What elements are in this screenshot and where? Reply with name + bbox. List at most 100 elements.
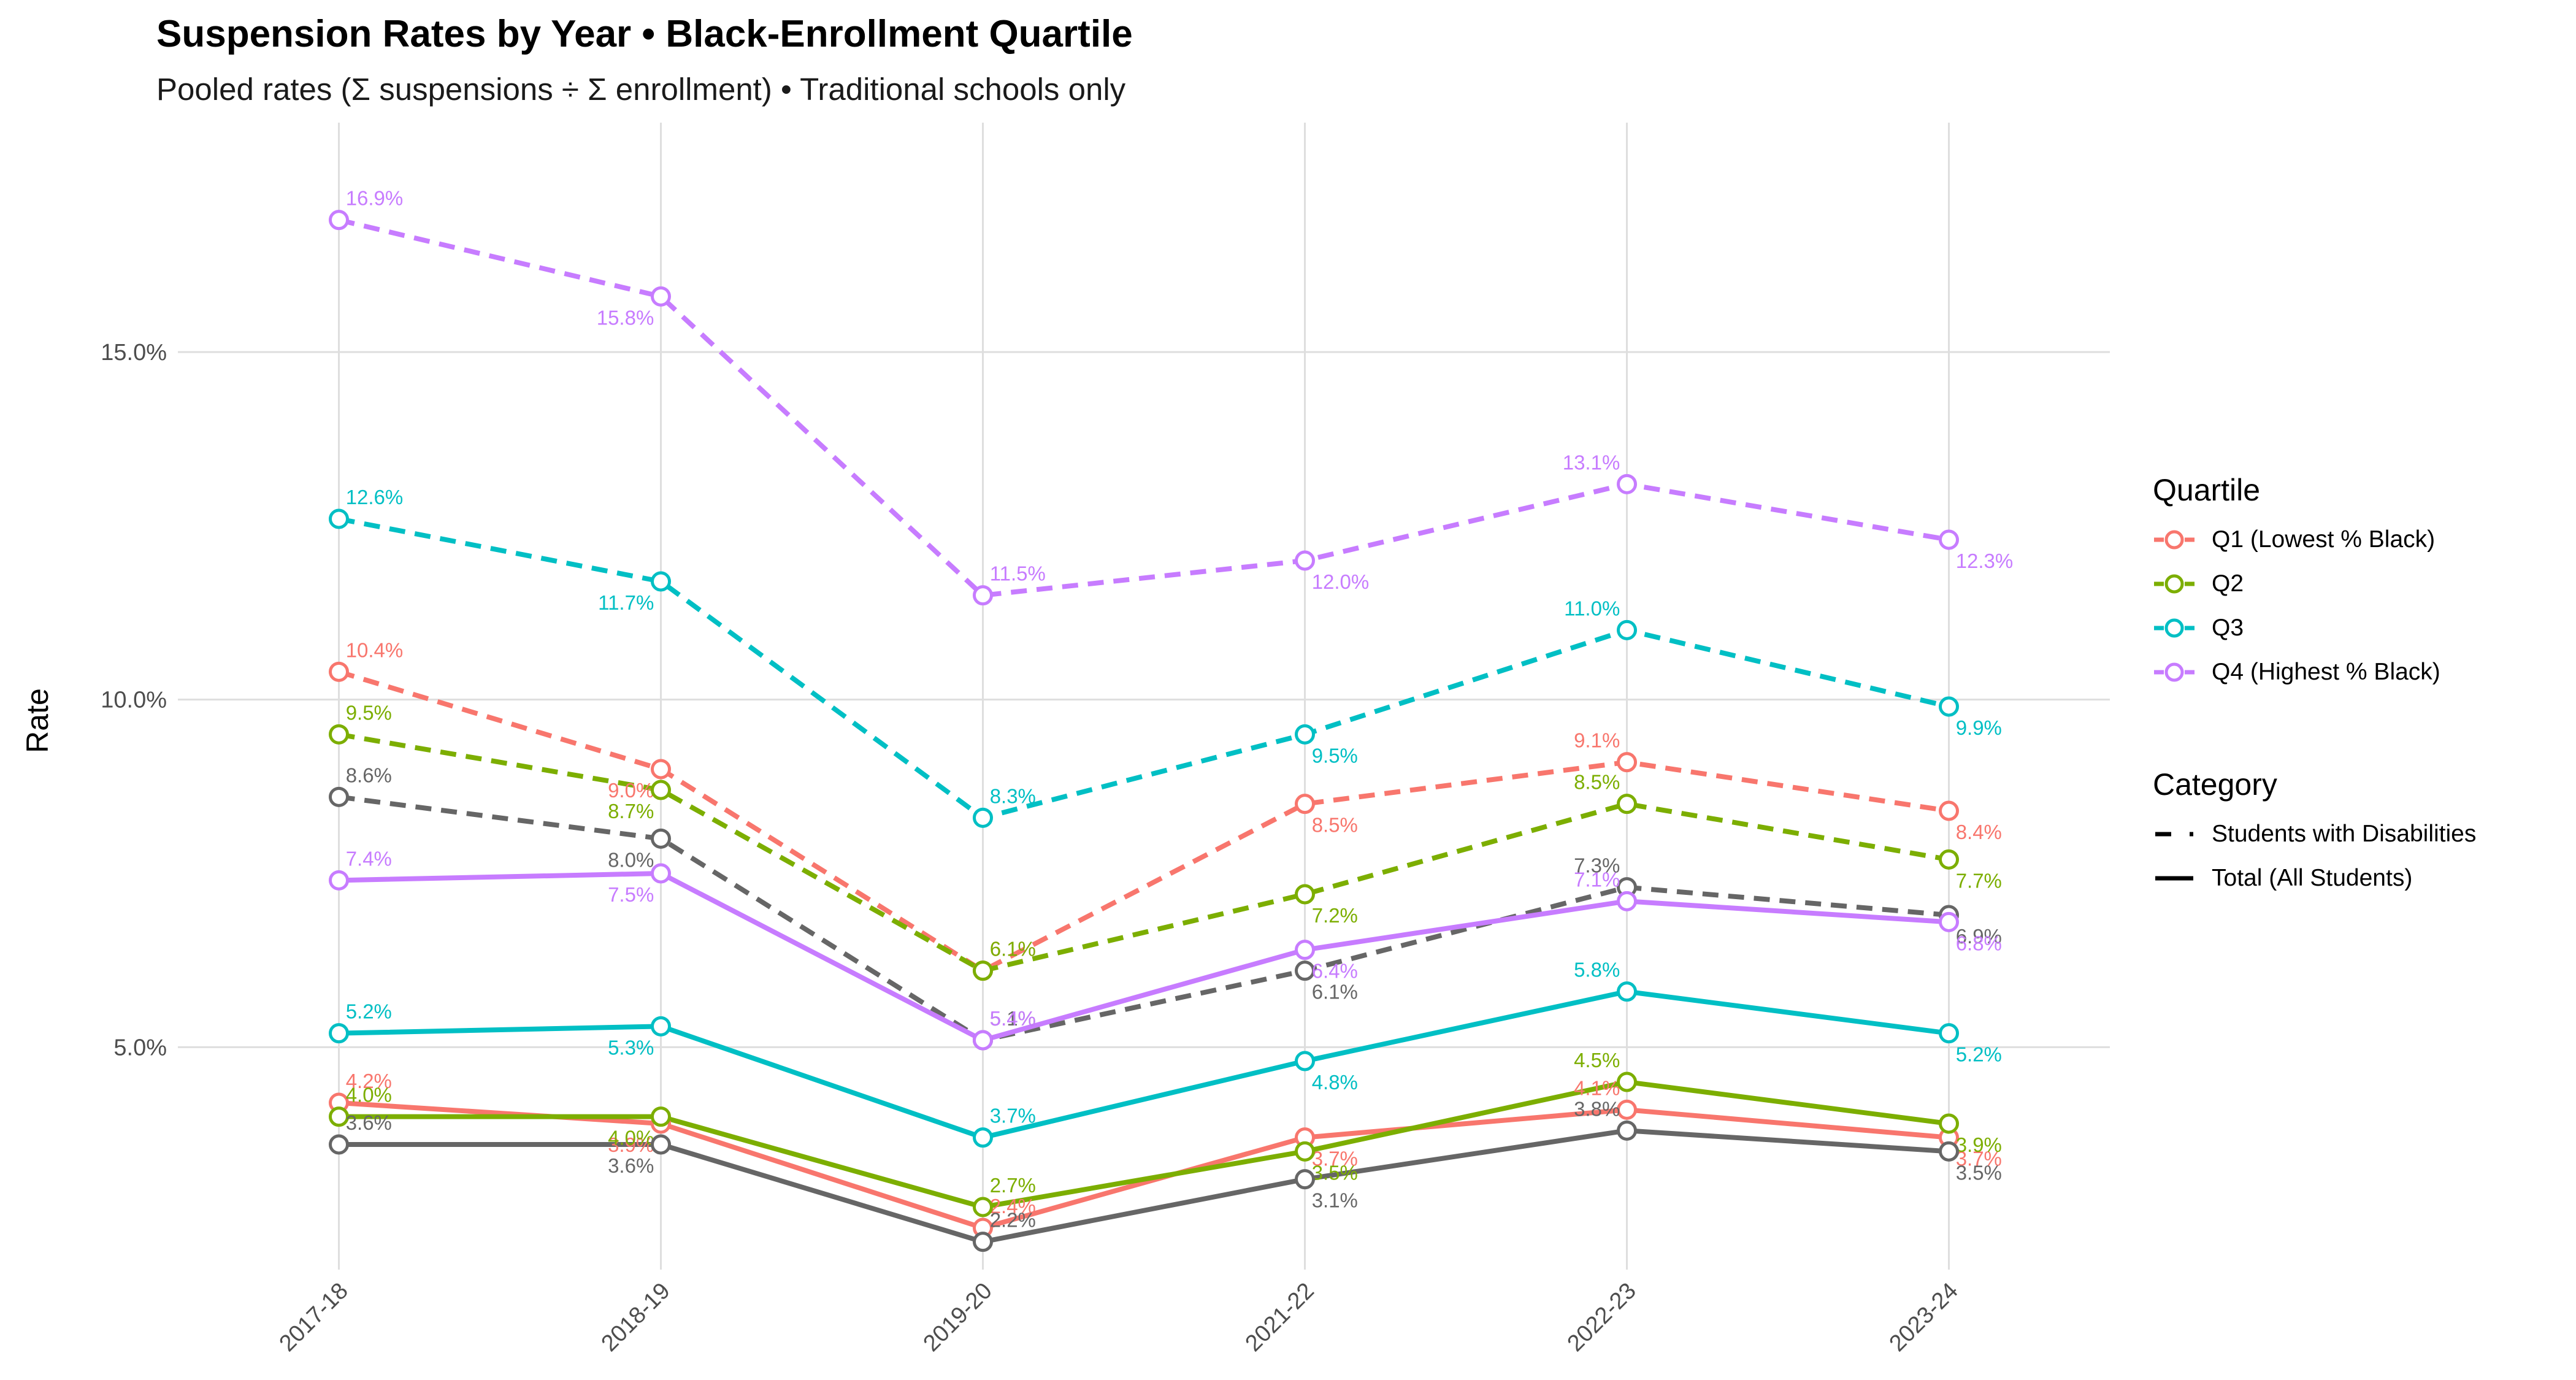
- series-line: [339, 1100, 1949, 1230]
- data-point: [973, 1197, 993, 1217]
- data-point: [1939, 529, 1959, 550]
- data-point: [1617, 1099, 1637, 1120]
- data-point: [1617, 752, 1637, 773]
- data-point: [329, 1106, 349, 1127]
- data-point: [1295, 550, 1315, 571]
- data-label: 11.5%: [990, 562, 1046, 585]
- data-point: [651, 828, 671, 849]
- data-label: 5.3%: [608, 1036, 654, 1059]
- data-label: 6.1%: [990, 938, 1036, 960]
- data-label: 13.1%: [1563, 451, 1620, 473]
- data-point: [1617, 619, 1637, 640]
- data-point: [1295, 940, 1315, 960]
- legend-item-quartile: Q1 (Lowest % Black): [2153, 518, 2440, 562]
- data-label: 4.1%: [1574, 1076, 1620, 1099]
- data-point: [973, 1127, 993, 1148]
- data-point: [651, 571, 671, 592]
- quartile-legend: Quartile Q1 (Lowest % Black) Q2 Q3 Q4 (H…: [2153, 472, 2440, 694]
- data-label: 4.5%: [1574, 1049, 1620, 1071]
- data-label: 4.0%: [608, 1127, 654, 1149]
- data-label: 9.5%: [346, 701, 392, 724]
- data-label: 3.8%: [1574, 1097, 1620, 1120]
- data-point: [1295, 724, 1315, 745]
- data-point: [329, 724, 349, 745]
- data-label: 2.7%: [990, 1174, 1036, 1197]
- data-point: [651, 759, 671, 780]
- legend-label: Q2: [2212, 570, 2244, 597]
- legend-key-icon: [2154, 618, 2195, 638]
- legend-label: Q4 (Highest % Black): [2212, 659, 2440, 685]
- data-label: 5.2%: [1956, 1043, 2002, 1066]
- data-label: 4.8%: [1312, 1071, 1358, 1094]
- data-label: 9.0%: [608, 779, 654, 802]
- data-label: 6.1%: [1312, 981, 1358, 1003]
- legend-item-category: Students with Disabilities: [2153, 812, 2476, 856]
- data-label: 4.0%: [346, 1084, 392, 1106]
- data-label: 7.1%: [1574, 868, 1620, 891]
- data-label: 16.9%: [346, 187, 404, 210]
- series-line: [338, 794, 1949, 1043]
- legend-key-icon: [2155, 876, 2193, 881]
- data-label: 7.3%: [1574, 854, 1620, 877]
- x-tick-label: 2021-22: [1241, 1278, 1319, 1357]
- data-label: 7.2%: [1312, 904, 1358, 927]
- data-label: 3.7%: [1956, 1148, 2002, 1170]
- data-point: [1295, 1051, 1315, 1071]
- data-label: 8.4%: [1956, 821, 2002, 843]
- x-tick-label: 2023-24: [1885, 1278, 1963, 1357]
- data-label: 5.1%: [990, 1007, 1036, 1030]
- data-label: 5.8%: [1574, 959, 1620, 981]
- data-point: [1939, 1141, 1959, 1162]
- data-label: 8.3%: [990, 784, 1036, 807]
- data-point: [973, 585, 993, 606]
- data-label: 3.6%: [608, 1154, 654, 1177]
- data-point: [651, 780, 671, 800]
- series-line: [338, 516, 1950, 821]
- data-label: 3.1%: [1312, 1189, 1358, 1212]
- data-point: [973, 960, 993, 981]
- series-line: [338, 217, 1950, 598]
- data-point: [1939, 696, 1959, 717]
- data-point: [329, 210, 349, 231]
- legend-item-category: Total (All Students): [2153, 856, 2476, 900]
- data-point: [1617, 1071, 1637, 1092]
- series-line: [339, 989, 1950, 1140]
- data-point: [1617, 981, 1637, 1002]
- series-line: [339, 871, 1949, 1043]
- data-point: [651, 1106, 671, 1127]
- data-point: [1939, 1023, 1959, 1044]
- data-point: [1617, 794, 1637, 815]
- data-point: [1295, 794, 1315, 815]
- legend-item-quartile: Q4 (Highest % Black): [2153, 650, 2440, 694]
- data-point: [1295, 1141, 1315, 1162]
- data-label: 7.5%: [608, 883, 654, 906]
- data-label: 12.0%: [1312, 570, 1370, 593]
- category-legend-title: Category: [2153, 767, 2277, 802]
- data-point: [1295, 960, 1315, 981]
- data-label: 8.6%: [346, 764, 392, 786]
- data-label: 8.7%: [608, 800, 654, 822]
- data-label: 3.5%: [1312, 1161, 1358, 1184]
- data-label: 2.4%: [990, 1195, 1036, 1217]
- data-label: 9.9%: [1956, 716, 2002, 739]
- data-label: 9.1%: [1574, 729, 1620, 752]
- x-tick-label: 2019-20: [919, 1278, 997, 1357]
- legend-label: Q3: [2212, 615, 2244, 641]
- data-label: 5.2%: [346, 1000, 392, 1023]
- data-point: [1939, 911, 1959, 932]
- data-label: 6.9%: [1956, 925, 2002, 948]
- data-label: 9.5%: [1312, 744, 1358, 767]
- x-tick-label: 2022-23: [1563, 1278, 1641, 1357]
- data-label: 2.2%: [990, 1209, 1036, 1232]
- legend-item-quartile: Q2: [2153, 562, 2440, 606]
- series-line: [339, 1079, 1950, 1209]
- legend-key-icon: [2154, 574, 2195, 594]
- legend-key-icon: [2155, 832, 2193, 837]
- data-label: 10.4%: [346, 638, 404, 661]
- data-label: 4.2%: [346, 1070, 392, 1092]
- data-label: 6.1%: [990, 938, 1036, 960]
- data-point: [329, 1134, 349, 1155]
- y-tick-label: 15.0%: [101, 340, 167, 366]
- series-line: [339, 1128, 1949, 1244]
